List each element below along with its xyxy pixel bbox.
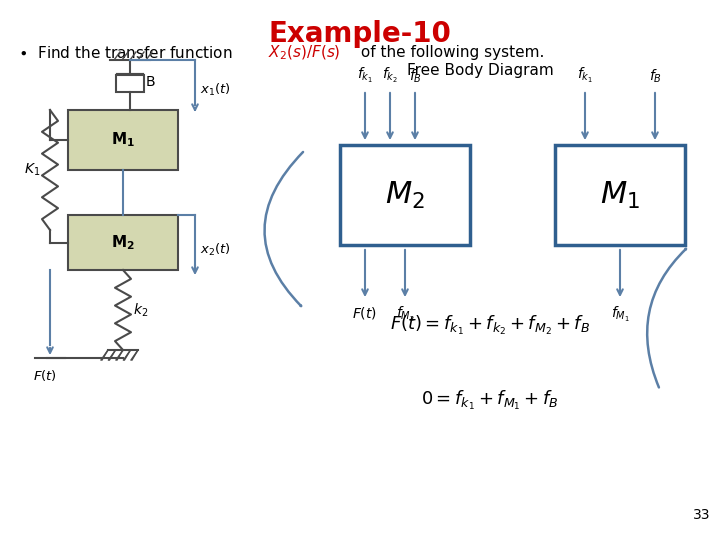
Text: $f_B$: $f_B$ (408, 68, 421, 85)
FancyArrowPatch shape (647, 249, 686, 387)
Text: $f_B$: $f_B$ (649, 68, 662, 85)
Bar (116, 75, 144, 92)
Text: 33: 33 (693, 508, 710, 522)
Text: $\mathbf{M_1}$: $\mathbf{M_1}$ (111, 131, 135, 150)
Text: of the following system.: of the following system. (356, 45, 544, 60)
Text: $\bullet$  Find the transfer function: $\bullet$ Find the transfer function (18, 45, 234, 61)
Text: $x_1(t)$: $x_1(t)$ (200, 82, 231, 98)
Text: $f_{k_1}$: $f_{k_1}$ (577, 66, 593, 85)
Text: $F(t)$: $F(t)$ (353, 305, 377, 321)
Bar (68, 110, 178, 170)
Text: Example-10: Example-10 (269, 20, 451, 48)
Text: $M_2$: $M_2$ (385, 179, 425, 211)
Text: $x_2(t)$: $x_2(t)$ (200, 242, 231, 258)
Text: $F(t)$: $F(t)$ (33, 368, 57, 383)
Text: $f_{k_2}$: $f_{k_2}$ (382, 66, 398, 85)
Text: $0 = f_{k_1} + f_{M_1} + f_B$: $0 = f_{k_1} + f_{M_1} + f_B$ (421, 388, 559, 411)
Bar (340, 145, 470, 245)
Text: $\mathbf{M_2}$: $\mathbf{M_2}$ (111, 233, 135, 252)
Text: Free Body Diagram: Free Body Diagram (407, 63, 554, 78)
Bar (68, 215, 178, 270)
Text: $F(t) = f_{k_1} + f_{k_2} + f_{M_2} + f_B$: $F(t) = f_{k_1} + f_{k_2} + f_{M_2} + f_… (390, 313, 590, 336)
Text: B: B (146, 75, 156, 89)
Text: $M_1$: $M_1$ (600, 179, 640, 211)
Text: $k_2$: $k_2$ (133, 301, 148, 319)
Bar (555, 145, 685, 245)
Text: $f_{M_2}$: $f_{M_2}$ (395, 305, 415, 324)
Text: $X_2(s)/F(s)$: $X_2(s)/F(s)$ (268, 44, 341, 62)
Text: $K_1$: $K_1$ (24, 162, 40, 178)
Text: $f_{k_1}$: $f_{k_1}$ (357, 66, 373, 85)
FancyArrowPatch shape (264, 152, 303, 306)
Text: $f_{M_1}$: $f_{M_1}$ (611, 305, 629, 324)
